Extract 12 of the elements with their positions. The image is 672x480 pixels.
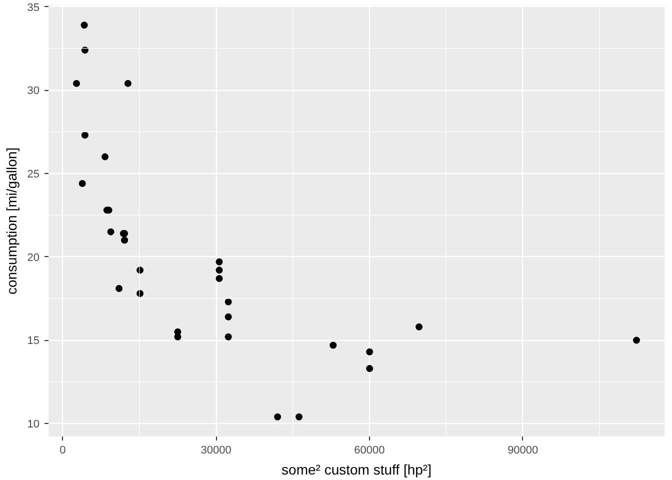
y-axis-title: consumption [mi/gallon] xyxy=(3,147,20,295)
y-tick-label: 35 xyxy=(27,2,40,14)
x-tick-label: 0 xyxy=(60,444,66,456)
x-tick-label: 30000 xyxy=(200,444,232,456)
y-tick-label: 20 xyxy=(27,252,40,264)
x-axis-title: some² custom stuff [hp²] xyxy=(282,462,432,478)
x-tick-label: 90000 xyxy=(508,444,538,456)
y-tick-label: 10 xyxy=(27,418,40,431)
y-tick-label: 15 xyxy=(27,335,40,348)
y-tick-label: 30 xyxy=(27,85,40,98)
x-tick-label: 60000 xyxy=(354,444,385,456)
y-tick-label: 25 xyxy=(27,168,40,180)
